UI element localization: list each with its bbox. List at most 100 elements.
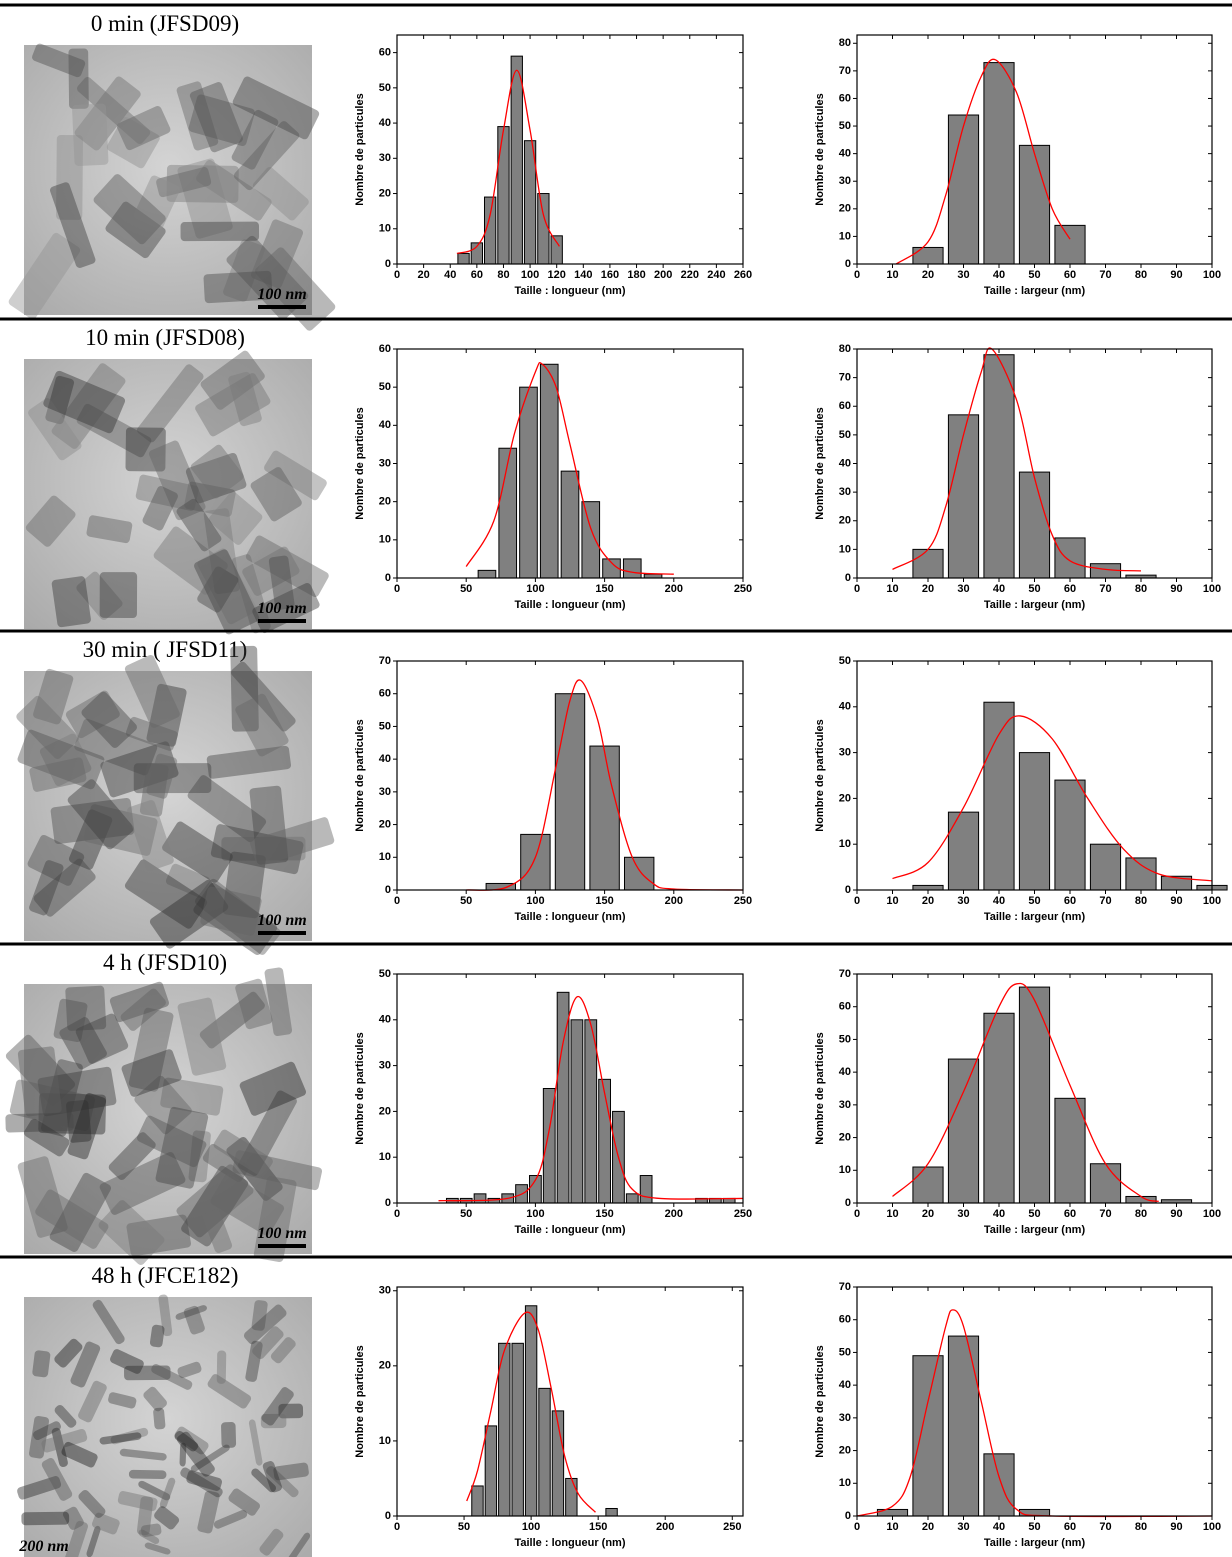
particle <box>62 1506 84 1530</box>
y-tick-label: 10 <box>379 223 391 235</box>
particle <box>158 1294 173 1337</box>
particle <box>76 571 123 620</box>
particle <box>278 1403 304 1419</box>
x-tick-label: 100 <box>1203 1521 1221 1533</box>
particle <box>242 546 300 596</box>
y-tick-label: 20 <box>839 515 851 527</box>
x-tick-label: 70 <box>1099 583 1111 595</box>
y-tick-label: 40 <box>839 148 851 160</box>
particle <box>51 1427 68 1468</box>
particle <box>138 1480 171 1501</box>
y-tick-label: 20 <box>839 1444 851 1456</box>
particle <box>92 1512 120 1535</box>
y-tick-label: 0 <box>385 884 391 896</box>
particle <box>186 1470 223 1491</box>
y-tick-label: 40 <box>379 1014 391 1026</box>
bar <box>581 501 601 579</box>
particle <box>232 1150 323 1191</box>
particle <box>64 1520 88 1557</box>
x-tick-label: 0 <box>394 895 400 907</box>
x-tick-label: 150 <box>589 1521 607 1533</box>
particle <box>33 1421 61 1441</box>
x-tick-label: 0 <box>394 269 400 281</box>
fit-curve <box>465 361 674 575</box>
particle <box>245 535 329 597</box>
y-axis-title: Nombre de particules <box>814 1032 826 1144</box>
particle <box>253 1176 297 1263</box>
particle <box>51 576 91 628</box>
particle <box>67 1093 107 1160</box>
bar <box>947 414 980 579</box>
particle <box>50 182 96 268</box>
x-tick-label: 50 <box>1028 1208 1040 1220</box>
particle <box>251 1300 268 1331</box>
y-tick-label: 10 <box>839 543 851 555</box>
particle <box>176 498 222 552</box>
particle <box>65 985 107 1031</box>
particle <box>99 572 138 618</box>
particle <box>149 440 206 521</box>
x-tick-label: 10 <box>886 583 898 595</box>
bar <box>1018 752 1051 891</box>
bar <box>598 1078 611 1204</box>
particle <box>133 763 212 794</box>
x-tick-label: 60 <box>1064 583 1076 595</box>
fit-curve <box>895 58 1071 265</box>
x-axis-title: Taille : longueur (nm) <box>514 285 625 297</box>
particle <box>243 1304 287 1345</box>
x-tick-label: 0 <box>394 583 400 595</box>
bar <box>471 1485 484 1517</box>
particle <box>146 753 178 799</box>
x-tick-label: 200 <box>665 895 683 907</box>
y-tick-label: 50 <box>379 968 391 980</box>
x-tick-label: 90 <box>1170 583 1182 595</box>
particle <box>202 1143 249 1183</box>
bar <box>1125 857 1157 891</box>
y-tick-label: 20 <box>839 792 851 804</box>
particle <box>222 851 266 919</box>
bar <box>912 1355 944 1517</box>
particle <box>235 693 289 757</box>
y-tick-label: 20 <box>379 818 391 830</box>
particle <box>266 1466 299 1498</box>
particle <box>78 1489 106 1518</box>
particle <box>108 1392 137 1409</box>
x-tick-label: 50 <box>1028 583 1040 595</box>
row-label: 30 min ( JFSD11) <box>83 637 248 662</box>
particle <box>81 691 137 749</box>
particle <box>250 219 304 289</box>
particle <box>221 836 306 861</box>
particle <box>259 1528 284 1556</box>
tem-image: 200 nm <box>17 1294 312 1557</box>
x-tick-label: 10 <box>886 1208 898 1220</box>
particle <box>262 1461 282 1493</box>
particle <box>125 716 178 751</box>
x-tick-label: 240 <box>707 269 725 281</box>
particle <box>68 809 113 870</box>
y-tick-label: 50 <box>379 82 391 94</box>
x-tick-label: 60 <box>1064 269 1076 281</box>
y-tick-label: 30 <box>839 747 851 759</box>
particle <box>264 967 293 1036</box>
particle <box>29 757 87 792</box>
x-tick-label: 100 <box>1203 269 1221 281</box>
y-tick-label: 10 <box>379 851 391 863</box>
y-tick-label: 0 <box>845 1197 851 1209</box>
x-axis-title: Taille : largeur (nm) <box>984 1224 1086 1236</box>
particle <box>121 1049 182 1097</box>
particle <box>139 762 169 817</box>
particle <box>149 879 229 949</box>
particle <box>124 859 208 929</box>
particle <box>231 554 271 634</box>
particle <box>184 481 236 517</box>
x-tick-label: 0 <box>854 269 860 281</box>
particle <box>74 718 158 776</box>
x-tick-label: 60 <box>471 269 483 281</box>
particle <box>193 882 278 955</box>
particle <box>207 1374 252 1409</box>
bar <box>947 811 980 891</box>
bar <box>1125 1195 1157 1204</box>
bar <box>497 126 510 265</box>
row-label: 48 h (JFCE182) <box>92 1263 239 1288</box>
particle <box>195 160 272 221</box>
